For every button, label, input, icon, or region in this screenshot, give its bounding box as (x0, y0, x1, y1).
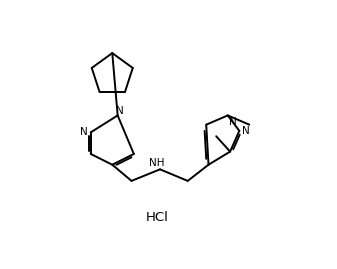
Text: N: N (242, 126, 250, 136)
Text: N: N (116, 106, 124, 116)
Text: HCl: HCl (146, 211, 168, 224)
Text: N: N (80, 128, 88, 137)
Text: N: N (228, 116, 236, 127)
Text: NH: NH (149, 158, 165, 168)
